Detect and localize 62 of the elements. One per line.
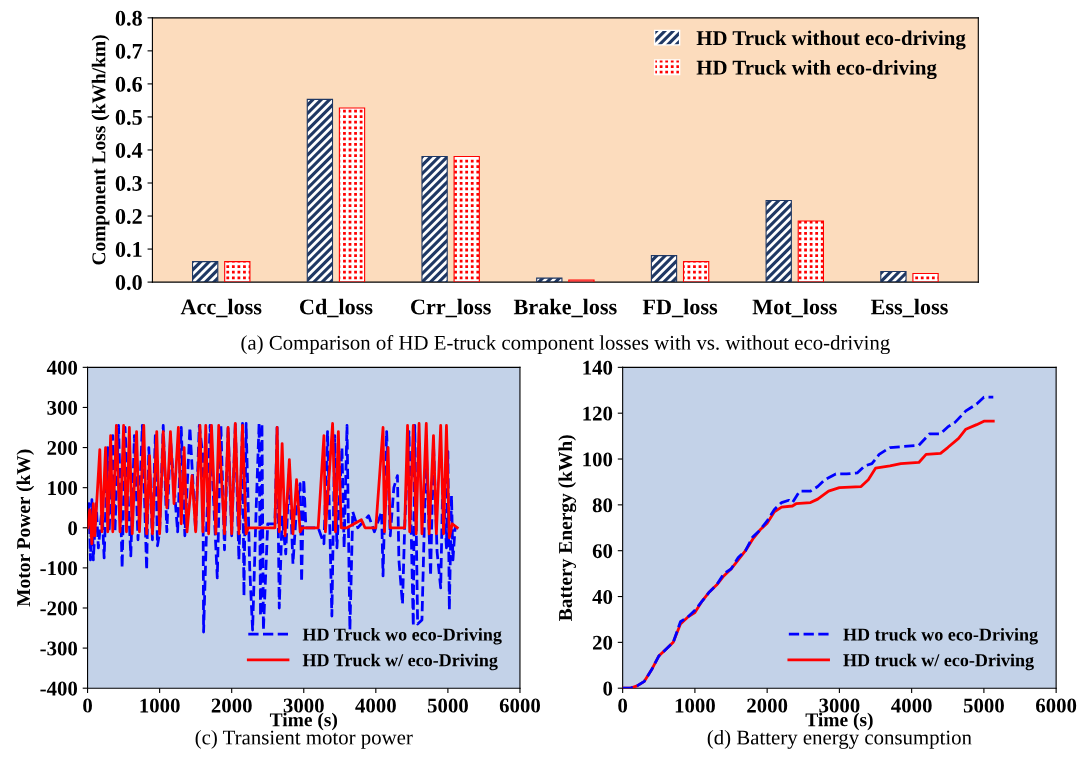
legend-label: HD truck w/ eco-Driving	[843, 653, 1034, 671]
y-tick-label: 0.6	[115, 76, 143, 92]
y-tick-label: 0.4	[115, 142, 143, 158]
legend-label: HD Truck without eco-driving	[696, 30, 966, 50]
text: (c) Transient motor power	[195, 729, 413, 749]
x-axis-title: Time (s)	[805, 712, 873, 731]
legend-label: HD Truck w/ eco-Driving	[302, 653, 498, 671]
x-tick-label: 3000	[819, 698, 860, 713]
y-tick-label: 400	[46, 360, 78, 375]
x-tick-label: Brake_loss	[513, 298, 617, 318]
x-tick-label: 5000	[963, 698, 1004, 713]
y-axis-title: Motor Power (kW)	[16, 449, 35, 607]
y-tick-label: 120	[583, 406, 613, 421]
y-axis-title: Component Loss (kWh/km)	[91, 35, 110, 265]
y-tick-label: 20	[592, 635, 613, 650]
y-tick-label: -300	[40, 641, 78, 656]
x-tick-label: 6000	[499, 698, 540, 713]
y-tick-label: 100	[48, 481, 78, 496]
legend-label: HD truck wo eco-Driving	[843, 627, 1038, 645]
x-tick-label: Mot_loss	[752, 298, 837, 318]
y-tick-label: 100	[583, 452, 613, 467]
y-tick-label: 0.7	[115, 43, 143, 59]
y-tick-label: 0	[68, 521, 78, 536]
x-tick-label: 1000	[140, 698, 180, 713]
text: (d) Battery energy consumption	[707, 729, 972, 749]
y-tick-label: -100	[40, 561, 78, 576]
x-tick-label: 1000	[675, 698, 715, 713]
y-tick-label: 0.8	[115, 10, 142, 26]
x-tick-label: 0	[83, 698, 92, 713]
x-tick-label: 3000	[283, 698, 324, 713]
x-tick-label: 4000	[891, 698, 932, 713]
x-tick-label: 6000	[1036, 698, 1077, 713]
x-tick-label: Ess_loss	[870, 298, 948, 318]
y-tick-label: 40	[592, 589, 613, 604]
text: (a) Comparison of HD E-truck component losses with vs. without eco-driving	[241, 334, 890, 355]
y-tick-label: 0.5	[115, 109, 142, 125]
y-tick-label: 80	[592, 498, 613, 513]
legend-label: HD Truck wo eco-Driving	[302, 627, 502, 645]
x-tick-label: 2000	[211, 698, 252, 713]
y-tick-label: 0	[603, 681, 613, 696]
y-tick-label: 60	[592, 544, 613, 559]
x-tick-label: 0	[618, 698, 628, 713]
x-tick-label: Cd_loss	[299, 298, 373, 318]
y-tick-label: 0.1	[115, 242, 142, 258]
x-axis-title: Time (s)	[269, 712, 338, 731]
y-tick-label: 140	[583, 360, 613, 375]
legend-label: HD Truck with eco-driving	[696, 60, 937, 80]
line-series	[87, 422, 459, 546]
x-tick-label: FD_loss	[642, 298, 718, 318]
y-tick-label: -200	[40, 601, 78, 616]
x-tick-label: Crr_loss	[411, 298, 491, 318]
x-tick-label: Acc_loss	[180, 298, 262, 318]
y-tick-label: 300	[47, 400, 78, 415]
x-tick-label: 4000	[355, 698, 396, 713]
y-axis-title: Battery Energy (kWh)	[558, 435, 577, 621]
y-tick-label: 0.2	[115, 208, 142, 225]
y-tick-label: 0.0	[115, 275, 142, 291]
x-tick-label: 5000	[427, 698, 468, 713]
y-tick-label: 0.3	[115, 175, 142, 192]
y-tick-label: -400	[40, 681, 78, 696]
y-tick-label: 200	[47, 440, 78, 455]
x-tick-label: 2000	[747, 698, 788, 713]
